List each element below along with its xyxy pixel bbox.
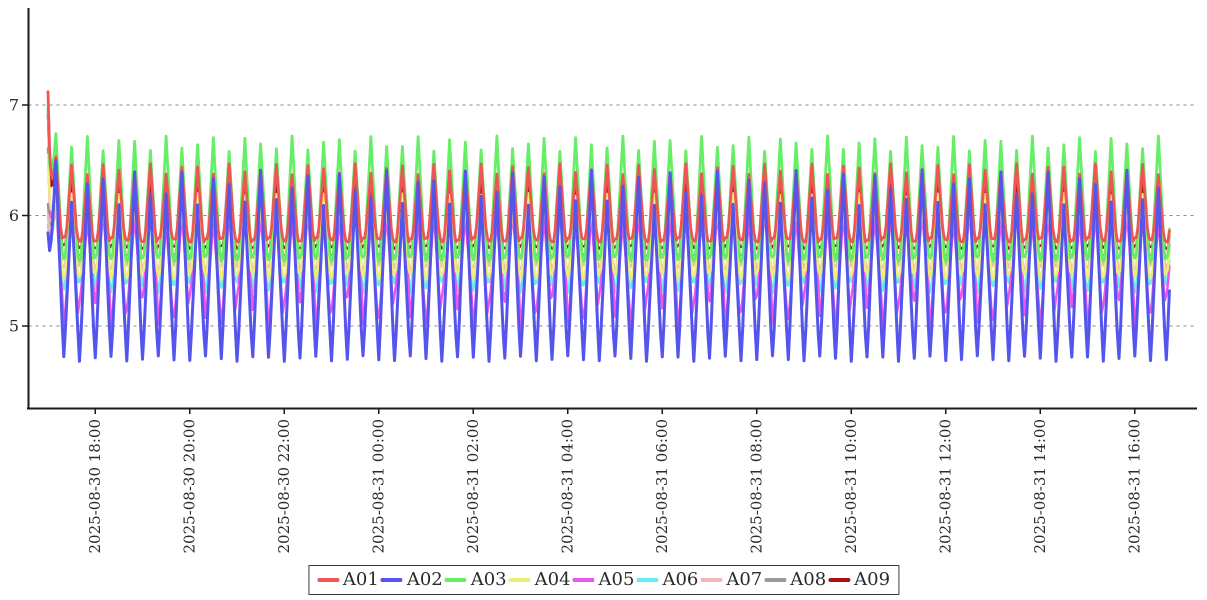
legend-item-a08: A08 [764, 568, 826, 592]
legend-item-a05: A05 [572, 568, 635, 592]
legend-label: A08 [790, 569, 827, 590]
legend-item-a03: A03 [444, 568, 507, 592]
legend-item-a02: A02 [380, 568, 443, 592]
legend-swatch-a08 [764, 578, 787, 582]
legend-label: A09 [854, 569, 891, 590]
legend-label: A02 [406, 569, 443, 590]
legend-label: A04 [534, 569, 571, 590]
x-tick-label: 2025-08-31 06:00 [653, 419, 671, 553]
x-tick-label: 2025-08-31 10:00 [842, 419, 860, 553]
series-line-a02 [46, 158, 1171, 363]
x-tick-label: 2025-08-31 08:00 [747, 419, 765, 553]
x-tick-label: 2025-08-31 04:00 [558, 419, 576, 553]
legend-label: A07 [726, 569, 763, 590]
chart-legend: A01 A02 A03 A04 A05 A06 A07 A08 A09 [307, 565, 900, 595]
x-tick-label: 2025-08-31 02:00 [464, 419, 482, 553]
legend-item-a06: A06 [636, 568, 698, 592]
legend-swatch-a04 [508, 578, 531, 582]
legend-swatch-a06 [636, 578, 659, 582]
legend-item-a09: A09 [828, 568, 890, 592]
legend-swatch-a02 [380, 578, 403, 582]
legend-item-a07: A07 [700, 568, 762, 592]
x-tick-label: 2025-08-30 22:00 [275, 419, 293, 553]
legend-swatch-a01 [316, 578, 339, 582]
x-tick-label: 2025-08-31 14:00 [1031, 419, 1049, 553]
x-tick-label: 2025-08-30 18:00 [86, 419, 104, 553]
legend-label: A01 [342, 569, 379, 590]
legend-label: A06 [662, 569, 699, 590]
x-tick-label: 2025-08-31 00:00 [369, 419, 387, 553]
legend-label: A03 [470, 569, 507, 590]
legend-swatch-a07 [700, 578, 723, 582]
legend-label: A05 [598, 569, 635, 590]
series-line-a01 [46, 90, 1171, 244]
legend-swatch-a03 [444, 578, 467, 582]
legend-item-a01: A01 [316, 568, 379, 592]
y-tick-label: 5 [9, 317, 19, 336]
x-tick-label: 2025-08-31 16:00 [1125, 419, 1143, 553]
legend-swatch-a09 [828, 578, 851, 582]
y-tick-label: 7 [9, 96, 19, 115]
x-tick-label: 2025-08-31 12:00 [936, 419, 954, 553]
x-tick-label: 2025-08-30 20:00 [180, 419, 198, 553]
legend-swatch-a05 [572, 578, 595, 582]
legend-item-a04: A04 [508, 568, 571, 592]
y-tick-label: 6 [9, 206, 19, 225]
